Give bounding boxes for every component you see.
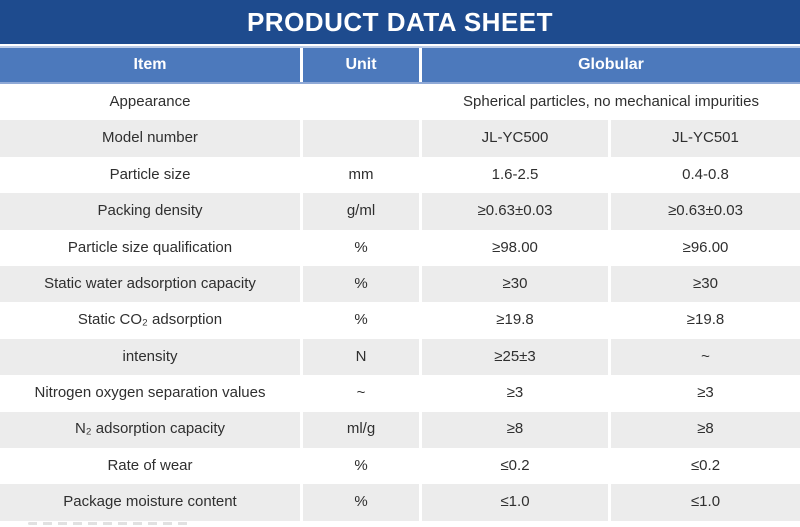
value-cell-yc500: ≤0.2 [422,447,608,485]
value-cell-yc501: ≤1.0 [611,484,800,521]
table-header-row: Item Unit Globular [0,48,800,82]
data-sheet-table-body: Appearance Spherical particles, no mecha… [0,84,800,521]
table-row-static-co2-adsorption: Static CO₂ adsorption % ≥19.8 ≥19.8 [0,302,800,339]
item-cell: Packing density [0,193,300,230]
table-row-package-moisture-content: Package moisture content % ≤1.0 ≤1.0 [0,484,800,521]
table-row-nitrogen-oxygen-separation: Nitrogen oxygen separation values ~ ≥3 ≥… [0,375,800,412]
item-cell: Particle size [0,156,300,194]
unit-cell: ml/g [303,411,419,448]
value-cell-yc500: ≥30 [422,265,608,303]
table-row-intensity: intensity N ≥25±3 ~ [0,338,800,376]
item-cell: Package moisture content [0,484,300,521]
banner-divider-pale [0,46,800,48]
unit-cell: % [303,484,419,521]
value-cell-yc501: ≥19.8 [611,302,800,339]
value-cell-yc500: JL-YC500 [422,120,608,157]
merged-value-cell: Spherical particles, no mechanical impur… [422,84,800,121]
value-cell-yc501: 0.4-0.8 [611,156,800,194]
table-row-n2-adsorption-capacity: N₂ adsorption capacity ml/g ≥8 ≥8 [0,411,800,448]
item-cell: intensity [0,338,300,376]
unit-cell: mm [303,156,419,194]
value-cell-yc501: JL-YC501 [611,120,800,157]
table-row-static-water-adsorption: Static water adsorption capacity % ≥30 ≥… [0,265,800,303]
item-cell: Appearance [0,84,300,121]
unit-cell: N [303,338,419,376]
header-cell-unit: Unit [303,48,419,82]
table-row-rate-of-wear: Rate of wear % ≤0.2 ≤0.2 [0,447,800,485]
value-cell-yc500: ≥8 [422,411,608,448]
item-cell: Model number [0,120,300,157]
header-cell-globular: Globular [422,48,800,82]
item-cell: N₂ adsorption capacity [0,411,300,448]
value-cell-yc501: ≥3 [611,375,800,412]
table-row-particle-size: Particle size mm 1.6-2.5 0.4-0.8 [0,156,800,194]
value-cell-yc500: 1.6-2.5 [422,156,608,194]
unit-cell: % [303,265,419,303]
unit-cell: % [303,447,419,485]
value-cell-yc500: ≥0.63±0.03 [422,193,608,230]
item-cell: Static CO₂ adsorption [0,302,300,339]
header-divider-light [0,82,800,84]
item-cell: Nitrogen oxygen separation values [0,375,300,412]
unit-cell: % [303,229,419,266]
table-row-packing-density: Packing density g/ml ≥0.63±0.03 ≥0.63±0.… [0,193,800,230]
item-cell: Static water adsorption capacity [0,265,300,303]
value-cell-yc501: ≤0.2 [611,447,800,485]
value-cell-yc500: ≥3 [422,375,608,412]
value-cell-yc501: ≥30 [611,265,800,303]
unit-cell: % [303,302,419,339]
banner-divider-white [0,44,800,46]
value-cell-yc501: ~ [611,338,800,376]
item-cell: Rate of wear [0,447,300,485]
value-cell-yc500: ≤1.0 [422,484,608,521]
value-cell-yc500: ≥98.00 [422,229,608,266]
page-title: PRODUCT DATA SHEET [246,6,554,37]
item-cell: Particle size qualification [0,229,300,266]
value-cell-yc501: ≥96.00 [611,229,800,266]
table-row-model-number: Model number JL-YC500 JL-YC501 [0,120,800,157]
value-cell-yc500: ≥19.8 [422,302,608,339]
value-cell-yc501: ≥0.63±0.03 [611,193,800,230]
unit-cell: ~ [303,375,419,412]
unit-cell [303,120,419,157]
unit-cell [303,84,419,121]
unit-cell: g/ml [303,193,419,230]
table-row-appearance: Appearance Spherical particles, no mecha… [0,84,800,121]
value-cell-yc501: ≥8 [611,411,800,448]
header-cell-item: Item [0,48,300,82]
title-banner: PRODUCT DATA SHEET [0,0,800,44]
table-row-particle-size-qualification: Particle size qualification % ≥98.00 ≥96… [0,229,800,266]
value-cell-yc500: ≥25±3 [422,338,608,376]
cropped-next-row-fragment [0,520,800,527]
